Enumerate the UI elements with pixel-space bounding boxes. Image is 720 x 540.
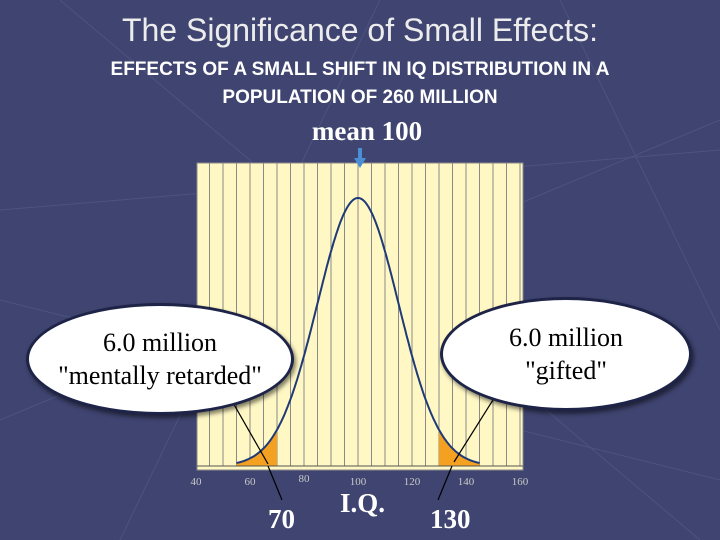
tail-region-right xyxy=(439,429,480,466)
subtitle-line-1: EFFECTS OF A SMALL SHIFT IN IQ DISTRIBUT… xyxy=(110,59,610,80)
tail-region-left xyxy=(236,429,277,466)
subtitle-line-2: POPULATION OF 260 MILLION xyxy=(222,87,498,108)
x-tick-label: 120 xyxy=(404,476,421,488)
mean-label: mean 100 xyxy=(311,116,423,146)
slide-title: The Significance of Small Effects: xyxy=(121,12,599,48)
callout-left-count: 6.0 million xyxy=(102,328,218,357)
callout-left-label: "mentally retarded" xyxy=(58,361,262,390)
x-tick-label: 60 xyxy=(245,476,257,488)
distribution-curve xyxy=(236,196,480,464)
x-tick-label: 140 xyxy=(458,476,475,488)
x-tick-label: 160 xyxy=(512,476,529,488)
threshold-pointer-70 xyxy=(267,465,283,501)
x-tick-labels: 40 60 80 100 120 140 160 xyxy=(191,473,529,488)
x-axis-title: I.Q. xyxy=(340,488,386,518)
slide-subtitle: EFFECTS OF A SMALL SHIFT IN IQ DISTRIBUT… xyxy=(40,56,680,112)
x-tick-label: 100 xyxy=(350,476,367,488)
callout-gifted: 6.0 million "gifted" xyxy=(440,297,692,411)
callout-right-count: 6.0 million xyxy=(508,323,624,352)
mean-arrow xyxy=(354,148,366,168)
threshold-label-130: 130 xyxy=(430,504,471,534)
threshold-label-70: 70 xyxy=(268,504,295,534)
gridlines xyxy=(209,163,521,466)
x-tick-label: 80 xyxy=(299,473,311,485)
x-tick-label: 40 xyxy=(191,476,203,488)
callout-right-label: "gifted" xyxy=(525,356,607,385)
threshold-pointer-130 xyxy=(437,465,453,501)
callout-mentally-retarded: 6.0 million "mentally retarded" xyxy=(26,303,294,415)
